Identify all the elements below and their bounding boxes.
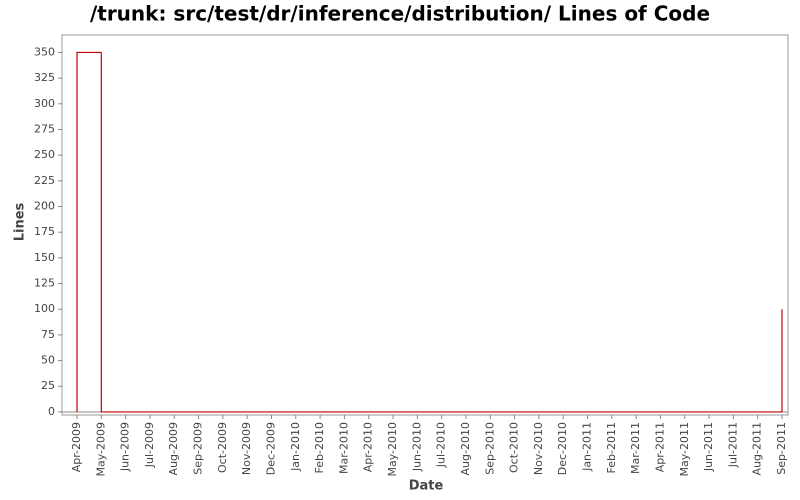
- x-tick-label: Jan-2011: [581, 422, 594, 472]
- x-tick-label: Apr-2009: [70, 422, 83, 472]
- x-tick-label: Aug-2009: [167, 422, 180, 475]
- x-axis-title: Date: [409, 479, 444, 494]
- y-tick-label: 225: [34, 174, 55, 187]
- y-tick-label: 325: [34, 71, 55, 84]
- y-tick-label: 0: [48, 405, 55, 418]
- x-tick-label: Feb-2011: [605, 422, 618, 473]
- x-tick-label: Dec-2009: [264, 422, 277, 475]
- x-tick-label: Jul-2010: [435, 422, 448, 468]
- y-tick-label: 300: [34, 97, 55, 110]
- x-tick-label: May-2009: [94, 422, 107, 477]
- x-tick-label: Jul-2009: [143, 422, 156, 468]
- y-tick-label: 200: [34, 200, 55, 213]
- step-line: [76, 51, 102, 412]
- x-tick-label: May-2011: [678, 422, 691, 477]
- x-tick-label: Sep-2010: [483, 422, 496, 475]
- y-tick-label: 50: [41, 354, 55, 367]
- x-tick-label: Oct-2009: [216, 422, 229, 473]
- x-tick-label: Apr-2011: [653, 422, 666, 472]
- y-tick-label: 75: [41, 328, 55, 341]
- x-tick-label: Feb-2010: [313, 422, 326, 473]
- x-tick-label: Jun-2009: [119, 422, 132, 472]
- x-tick-label: Jun-2011: [702, 422, 715, 472]
- x-tick-label: Mar-2010: [337, 422, 350, 474]
- x-tick-label: May-2010: [386, 422, 399, 477]
- y-tick-label: 175: [34, 225, 55, 238]
- y-tick-label: 250: [34, 148, 55, 161]
- y-tick-label: 350: [34, 45, 55, 58]
- x-tick-label: Dec-2010: [556, 422, 569, 475]
- x-tick-label: Mar-2011: [629, 422, 642, 474]
- x-tick-label: Sep-2011: [775, 422, 788, 475]
- x-tick-label: Jul-2011: [726, 422, 739, 468]
- x-tick-label: Jun-2010: [410, 422, 423, 472]
- x-tick-label: Sep-2009: [192, 422, 205, 475]
- y-tick-label: 100: [34, 302, 55, 315]
- plot-area: [61, 34, 789, 416]
- y-tick-label: 125: [34, 277, 55, 290]
- y-tick-label: 25: [41, 379, 55, 392]
- x-tick-label: Nov-2009: [240, 422, 253, 475]
- x-tick-label: Apr-2010: [362, 422, 375, 472]
- y-tick-label: 275: [34, 122, 55, 135]
- x-tick-label: Aug-2010: [459, 422, 472, 475]
- x-tick-label: Oct-2010: [508, 422, 521, 473]
- y-tick-label: 150: [34, 251, 55, 264]
- x-tick-label: Nov-2010: [532, 422, 545, 475]
- x-tick-label: Jan-2010: [289, 422, 302, 472]
- x-tick-label: Aug-2011: [751, 422, 764, 475]
- y-axis-title: Lines: [13, 202, 28, 241]
- chart-title: /trunk: src/test/dr/inference/distributi…: [90, 2, 710, 26]
- step-line: [100, 52, 758, 413]
